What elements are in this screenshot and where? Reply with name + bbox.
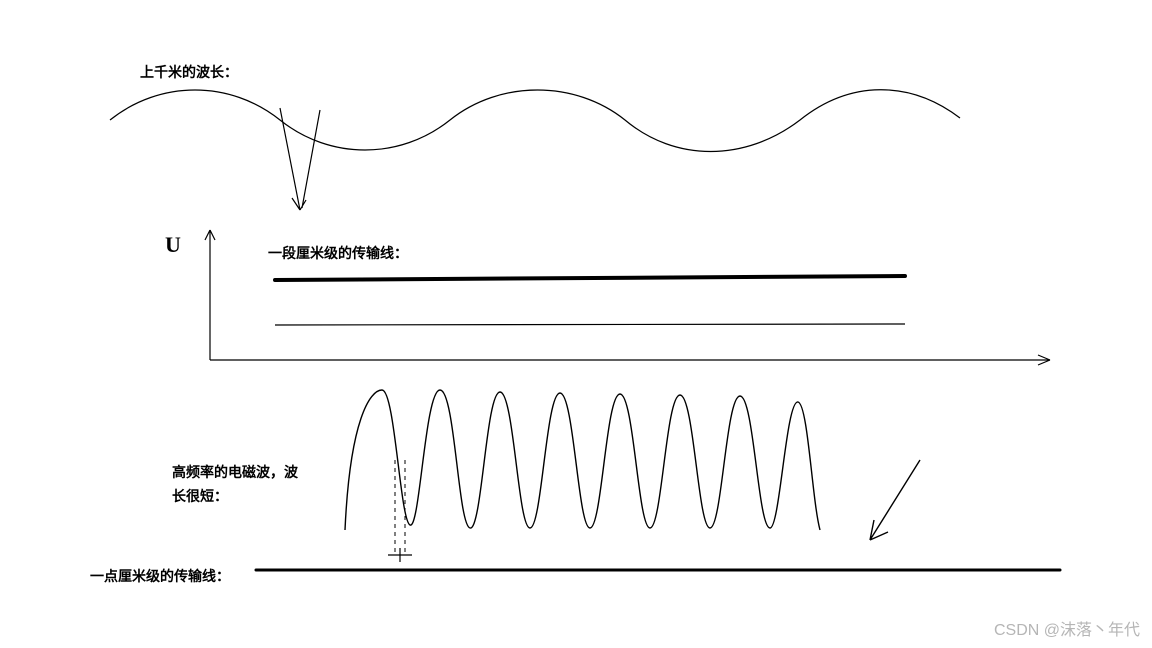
label-long-wave: 上千米的波长： [140, 62, 238, 82]
high-freq-wave [345, 390, 820, 530]
label-u-symbol: U [165, 232, 181, 258]
label-high-freq-2: 长很短： [172, 486, 228, 506]
watermark: CSDN @沫落丶年代 [994, 616, 1140, 640]
mid-parallel-line [275, 324, 905, 325]
label-high-freq-1: 高频率的电磁波，波 [172, 462, 298, 482]
label-mid-line: 一段厘米级的传输线： [268, 243, 408, 263]
lower-arrow [870, 460, 920, 540]
high-freq-marker [388, 548, 412, 562]
long-wave-arrow [280, 108, 320, 210]
mid-transmission-line [275, 276, 905, 280]
label-bottom-line: 一点厘米级的传输线： [90, 566, 230, 586]
diagram-canvas [0, 0, 1152, 648]
long-wave-curve [110, 90, 960, 152]
